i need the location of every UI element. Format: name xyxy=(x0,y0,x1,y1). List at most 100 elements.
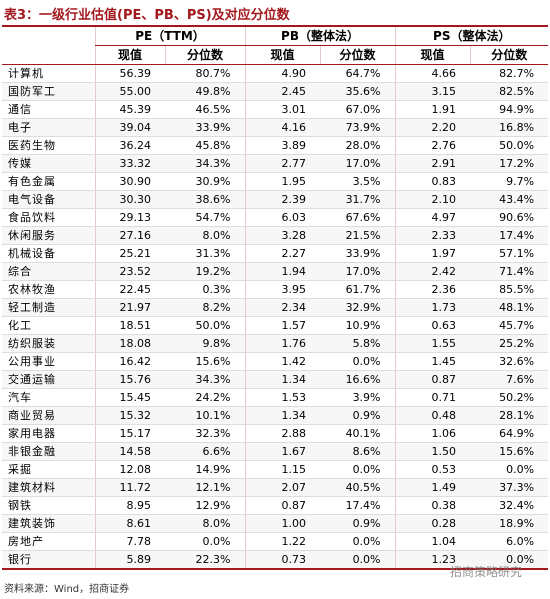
industry-name: 食品饮料 xyxy=(2,208,95,227)
table-row: 采掘 12.08 14.9% 1.15 0.0% 0.53 0.0% xyxy=(2,460,549,479)
value-cell: 8.6% xyxy=(320,442,396,461)
value-cell: 14.58 xyxy=(94,442,165,461)
value-cell: 0.28 xyxy=(394,514,471,533)
value-cell: 10.1% xyxy=(165,406,245,425)
value-cell: 17.2% xyxy=(470,154,549,173)
value-cell: 30.9% xyxy=(165,172,245,191)
value-cell: 12.1% xyxy=(165,478,245,497)
industry-name: 公用事业 xyxy=(2,352,95,371)
value-cell: 17.0% xyxy=(320,262,396,281)
value-cell: 0.0% xyxy=(320,352,396,371)
value-cell: 0.71 xyxy=(394,388,471,407)
industry-name: 电子 xyxy=(2,118,95,137)
value-cell: 80.7% xyxy=(165,64,245,83)
value-cell: 8.95 xyxy=(94,496,165,515)
value-cell: 32.4% xyxy=(470,496,549,515)
table-row: 轻工制造 21.97 8.2% 2.34 32.9% 1.73 48.1% xyxy=(2,298,549,317)
value-cell: 1.34 xyxy=(244,406,320,425)
table-row: 化工 18.51 50.0% 1.57 10.9% 0.63 45.7% xyxy=(2,316,549,335)
table-row: 商业贸易 15.32 10.1% 1.34 0.9% 0.48 28.1% xyxy=(2,406,549,425)
value-cell: 0.0% xyxy=(165,532,245,551)
table-row: 非银金融 14.58 6.6% 1.67 8.6% 1.50 15.6% xyxy=(2,442,549,461)
value-cell: 4.16 xyxy=(244,118,320,137)
value-cell: 31.7% xyxy=(320,190,396,209)
value-cell: 35.6% xyxy=(320,82,396,101)
industry-name: 机械设备 xyxy=(2,244,95,263)
value-cell: 54.7% xyxy=(165,208,245,227)
value-cell: 23.52 xyxy=(94,262,165,281)
value-cell: 4.66 xyxy=(394,64,471,83)
value-cell: 1.15 xyxy=(244,460,320,479)
value-cell: 30.90 xyxy=(94,172,165,191)
industry-name: 家用电器 xyxy=(2,424,95,443)
value-cell: 50.0% xyxy=(165,316,245,335)
value-cell: 15.6% xyxy=(165,352,245,371)
value-cell: 1.97 xyxy=(394,244,471,263)
value-cell: 36.24 xyxy=(94,136,165,155)
table-row: 通信 45.39 46.5% 3.01 67.0% 1.91 94.9% xyxy=(2,100,549,119)
value-cell: 1.67 xyxy=(244,442,320,461)
value-cell: 0.38 xyxy=(394,496,471,515)
value-cell: 90.6% xyxy=(470,208,549,227)
value-cell: 15.76 xyxy=(94,370,165,389)
value-cell: 6.03 xyxy=(244,208,320,227)
table-row: 建筑装饰 8.61 8.0% 1.00 0.9% 0.28 18.9% xyxy=(2,514,549,533)
table-body: 计算机 56.39 80.7% 4.90 64.7% 4.66 82.7% 国防军工 55.00… xyxy=(2,64,549,570)
value-cell: 56.39 xyxy=(94,64,165,83)
table-row: 公用事业 16.42 15.6% 1.42 0.0% 1.45 32.6% xyxy=(2,352,549,371)
header-row: 现值 分位数 现值 分位数 现值 分位数 xyxy=(2,45,549,65)
value-cell: 16.42 xyxy=(94,352,165,371)
table-row: 传媒 33.32 34.3% 2.77 17.0% 2.91 17.2% xyxy=(2,154,549,173)
value-cell: 21.97 xyxy=(94,298,165,317)
value-cell: 39.04 xyxy=(94,118,165,137)
value-cell: 6.0% xyxy=(470,532,549,551)
value-cell: 6.6% xyxy=(165,442,245,461)
value-cell: 1.42 xyxy=(244,352,320,371)
value-cell: 61.7% xyxy=(320,280,396,299)
value-cell: 2.27 xyxy=(244,244,320,263)
value-cell: 0.0% xyxy=(320,550,396,570)
value-cell: 50.0% xyxy=(470,136,549,155)
value-cell: 32.9% xyxy=(320,298,396,317)
value-cell: 33.9% xyxy=(320,244,396,263)
group-header: PE（TTM） xyxy=(94,25,245,46)
value-cell: 2.88 xyxy=(244,424,320,443)
table-row: 纺织服装 18.08 9.8% 1.76 5.8% 1.55 25.2% xyxy=(2,334,549,353)
value-cell: 1.22 xyxy=(244,532,320,551)
table-row: 机械设备 25.21 31.3% 2.27 33.9% 1.97 57.1% xyxy=(2,244,549,263)
value-cell: 27.16 xyxy=(94,226,165,245)
value-cell: 17.4% xyxy=(470,226,549,245)
value-cell: 19.2% xyxy=(165,262,245,281)
value-cell: 17.4% xyxy=(320,496,396,515)
value-cell: 1.55 xyxy=(394,334,471,353)
value-cell: 22.45 xyxy=(94,280,165,299)
value-cell: 2.34 xyxy=(244,298,320,317)
value-cell: 0.73 xyxy=(244,550,320,570)
value-cell: 8.0% xyxy=(165,514,245,533)
value-cell: 57.1% xyxy=(470,244,549,263)
value-cell: 28.1% xyxy=(470,406,549,425)
value-cell: 8.0% xyxy=(165,226,245,245)
value-cell: 1.76 xyxy=(244,334,320,353)
table-row: 电子 39.04 33.9% 4.16 73.9% 2.20 16.8% xyxy=(2,118,549,137)
value-cell: 24.2% xyxy=(165,388,245,407)
industry-name: 交通运输 xyxy=(2,370,95,389)
value-cell: 21.5% xyxy=(320,226,396,245)
header-cell xyxy=(2,25,95,65)
source-note: 资料来源：Wind，招商证券 xyxy=(4,584,130,595)
industry-name: 综合 xyxy=(2,262,95,281)
value-cell: 45.8% xyxy=(165,136,245,155)
industry-name: 轻工制造 xyxy=(2,298,95,317)
industry-name: 国防军工 xyxy=(2,82,95,101)
value-cell: 2.07 xyxy=(244,478,320,497)
industry-name: 非银金融 xyxy=(2,442,95,461)
table-row: 家用电器 15.17 32.3% 2.88 40.1% 1.06 64.9% xyxy=(2,424,549,443)
value-cell: 34.3% xyxy=(165,370,245,389)
sub-header: 现值 xyxy=(394,45,471,65)
value-cell: 1.73 xyxy=(394,298,471,317)
table-row: 计算机 56.39 80.7% 4.90 64.7% 4.66 82.7% xyxy=(2,64,549,83)
value-cell: 7.78 xyxy=(94,532,165,551)
value-cell: 15.6% xyxy=(470,442,549,461)
value-cell: 0.48 xyxy=(394,406,471,425)
sub-header: 分位数 xyxy=(469,45,549,65)
